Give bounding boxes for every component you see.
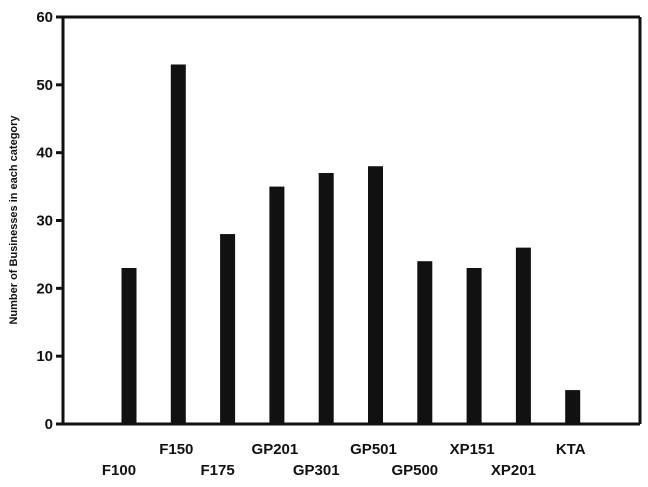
- x-category-label: GP301: [293, 462, 340, 479]
- bar-gp501: [368, 166, 383, 424]
- bar-xp151: [466, 267, 482, 424]
- bar-gp500: [417, 261, 433, 424]
- x-category-label: F150: [159, 441, 193, 458]
- bar-f175: [220, 234, 236, 424]
- y-tick-label: 20: [36, 280, 53, 297]
- bar-kta: [565, 390, 581, 424]
- y-tick-label: 0: [45, 416, 53, 433]
- y-tick-label: 60: [36, 9, 53, 26]
- y-tick-label: 40: [36, 145, 53, 162]
- x-category-label: F175: [200, 462, 234, 479]
- plot-frame: [61, 15, 642, 426]
- y-axis-ticks: 0 10 20 30 40 50 60: [36, 9, 63, 433]
- x-category-label: GP201: [252, 441, 299, 458]
- y-tick-label: 30: [36, 213, 53, 230]
- y-axis-title: Number of Businesses in each category: [8, 115, 20, 325]
- y-tick-label: 50: [36, 77, 53, 94]
- x-axis-labels: F100 F150 F175 GP201 GP301 GP501 GP500 XP151 XP2…: [102, 441, 586, 479]
- x-category-label: XP151: [450, 441, 495, 458]
- bar-gp201: [269, 186, 285, 424]
- bar-xp201: [515, 247, 531, 424]
- x-category-label: GP500: [391, 462, 438, 479]
- x-category-label: KTA: [556, 441, 586, 458]
- y-tick-label: 10: [36, 348, 53, 365]
- bar-f150: [170, 64, 186, 424]
- bar-gp301: [318, 173, 334, 424]
- bars: [121, 64, 581, 424]
- x-category-label: GP501: [350, 441, 397, 458]
- bar-f100: [121, 267, 137, 424]
- x-category-label: XP201: [491, 462, 536, 479]
- x-category-label: F100: [102, 462, 136, 479]
